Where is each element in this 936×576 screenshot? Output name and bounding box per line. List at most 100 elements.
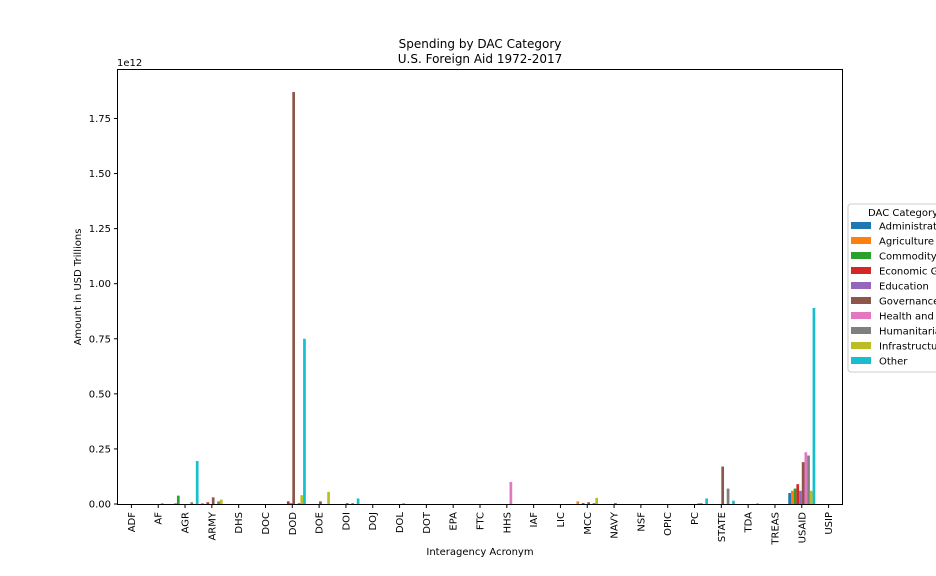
bar-doe-8 [327, 491, 330, 504]
y-tick-label: 1.50 [89, 169, 111, 180]
legend-entry: Commodity [879, 252, 936, 263]
x-axis-label: Interagency Acronym [426, 547, 533, 558]
x-tick-label: TDA [744, 512, 755, 534]
legend-swatch [851, 222, 871, 229]
bar-state-9 [732, 500, 735, 504]
bar-agr-9 [195, 461, 199, 504]
y-offset-label: 1e12 [117, 58, 142, 69]
x-tick-label: USAID [797, 512, 808, 544]
chart-title: Spending by DAC Category [399, 37, 562, 51]
legend-swatch [851, 252, 871, 259]
bar-usaid-5 [801, 462, 805, 504]
x-tick-label: DOJ [368, 512, 379, 531]
bar-usaid-0 [788, 492, 791, 504]
bar-pc-9 [705, 498, 709, 504]
y-tick-label: 0.50 [89, 389, 111, 400]
x-tick-label: LIC [556, 512, 567, 528]
legend-entry: Infrastructu [879, 342, 936, 353]
x-tick-label: AF [154, 512, 165, 525]
bar-dod-9 [303, 338, 306, 504]
bar-usaid-7 [807, 455, 810, 504]
bar-agr-2 [176, 495, 180, 504]
legend-entry: Other [879, 357, 908, 368]
legend-swatch [851, 342, 871, 349]
bar-army-3 [206, 502, 210, 504]
x-tick-label: PC [690, 512, 701, 525]
legend-entry: Agriculture [879, 237, 934, 248]
x-tick-label: DOE [315, 512, 326, 534]
bar-hhs-6 [509, 481, 513, 504]
legend-swatch [851, 282, 871, 289]
legend-swatch [851, 312, 871, 319]
legend-swatch [851, 357, 871, 364]
bar-usaid-9 [812, 307, 816, 504]
bar-dol-6 [402, 503, 405, 504]
y-ticks: 0.00 0.25 0.50 0.75 1.00 1.25 1.50 1.75 [89, 114, 118, 511]
bar-army-8 [219, 499, 223, 504]
bar-state-5 [721, 466, 725, 504]
x-tick-label: EPA [449, 512, 460, 531]
bar-state-7 [726, 488, 730, 504]
x-tick-label: HHS [502, 512, 513, 533]
y-tick-label: 1.00 [89, 279, 111, 290]
legend: DAC Category Administrat Agriculture Commo… [847, 203, 936, 373]
legend-swatch [851, 327, 871, 334]
bar-army-7 [217, 501, 220, 504]
bar-pc-7 [699, 503, 703, 504]
bar-doi-9 [356, 498, 360, 504]
bar-agr-1 [174, 503, 177, 504]
x-tick-label: IAF [529, 512, 540, 528]
legend-entry: Education [879, 282, 929, 293]
bar-doi-7 [351, 503, 355, 504]
x-tick-label: DOI [341, 512, 352, 531]
plot-frame [117, 69, 843, 505]
bar-doe-5 [319, 501, 322, 504]
bar-mcc-3 [581, 503, 585, 504]
bar-dod-8 [300, 495, 304, 504]
bar-usaid-6 [804, 452, 808, 504]
bar-pc-6 [697, 503, 700, 504]
y-tick-label: 1.75 [89, 114, 111, 125]
x-tick-label: DOC [261, 512, 272, 535]
bar-tda-8 [756, 503, 759, 504]
legend-swatch [851, 237, 871, 244]
bar-mcc-7 [592, 503, 596, 504]
x-tick-label: DOL [395, 512, 406, 534]
x-tick-label: USIP [824, 512, 835, 535]
bar-usaid-4 [799, 490, 802, 504]
x-tick-label: ARMY [207, 511, 218, 540]
x-tick-label: NSF [636, 512, 647, 532]
bar-usaid-1 [790, 490, 794, 504]
bar-usaid-3 [796, 484, 800, 504]
x-tick-label: AGR [181, 512, 192, 533]
bar-usaid-8 [809, 490, 813, 504]
x-tick-label: DOT [422, 511, 433, 534]
x-tick-label: DOD [288, 512, 299, 536]
bar-mcc-8 [595, 497, 599, 504]
bar-army-1 [201, 503, 204, 504]
bar-dod-4 [289, 503, 293, 504]
chart-subtitle: U.S. Foreign Aid 1972-2017 [398, 52, 562, 66]
bar-af-6 [160, 503, 164, 504]
bar-mcc-1 [576, 501, 580, 504]
x-tick-label: FTC [476, 512, 487, 530]
x-tick-label: STATE [717, 512, 728, 542]
legend-title: DAC Category [868, 208, 936, 219]
bar-navy-5 [614, 503, 617, 504]
bar-doi-5 [345, 503, 349, 504]
legend-entry: Administrat [879, 222, 936, 233]
x-tick-label: NAVY [610, 511, 621, 539]
y-tick-label: 0.75 [89, 334, 111, 345]
x-tick-label: OPIC [663, 512, 674, 536]
x-tick-label: MCC [583, 512, 594, 535]
y-tick-label: 0.25 [89, 444, 111, 455]
x-tick-label: DHS [234, 512, 245, 534]
y-axis-label: Amount in USD Trillions [73, 229, 84, 346]
legend-entry: Governance [879, 297, 936, 308]
bar-usaid-2 [793, 488, 797, 504]
bar-dod-7 [297, 503, 301, 504]
legend-entry: Economic G [879, 267, 936, 278]
y-tick-label: 1.25 [89, 224, 111, 235]
legend-swatch [851, 267, 871, 274]
